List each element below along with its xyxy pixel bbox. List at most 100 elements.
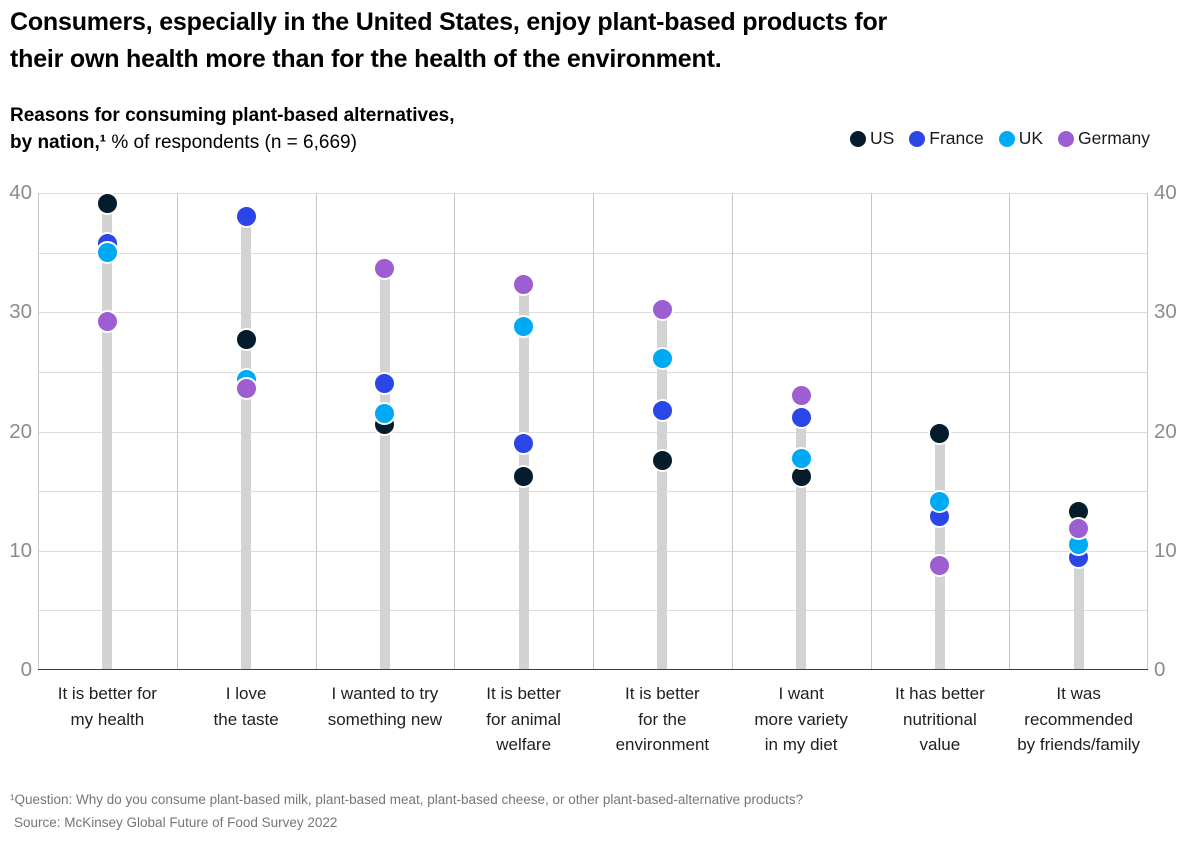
y-tick-tick-left-20: 20 xyxy=(9,419,32,443)
stem-3 xyxy=(379,267,390,669)
category-label-1: It is better for my health xyxy=(21,681,193,732)
y-tick-tick-right-0: 0 xyxy=(1154,658,1166,681)
gridline-x-8 xyxy=(1147,193,1148,670)
legend-dot-germany-icon xyxy=(1058,130,1075,147)
gridline-x-1 xyxy=(176,193,178,670)
category-label-line: recommended xyxy=(1024,709,1133,729)
category-label-line: I love xyxy=(225,684,267,703)
category-label-line: It is better xyxy=(625,684,700,703)
data-point-germany-2 xyxy=(234,377,258,401)
category-label-line: more variety xyxy=(754,709,848,729)
data-point-france-6 xyxy=(789,405,813,429)
gridline-x-4 xyxy=(593,193,594,670)
data-point-us-2 xyxy=(234,328,258,352)
chart-subtitle-units: % of respondents (n = 6,669) xyxy=(106,132,357,153)
category-label-7: It has better nutritional value xyxy=(854,681,1026,758)
legend-label-germany: Germany xyxy=(1078,128,1150,148)
legend-label-uk: UK xyxy=(1018,128,1044,148)
data-point-germany-3 xyxy=(373,256,397,280)
chart-subtitle-line1: Reasons for consuming plant-based altern… xyxy=(10,105,455,126)
stem-1 xyxy=(102,202,113,669)
data-point-uk-3 xyxy=(373,402,397,426)
category-label-line: welfare xyxy=(496,735,552,754)
gridline-x-5 xyxy=(731,193,733,670)
category-label-4: It is better for animal welfare xyxy=(438,681,610,758)
category-label-line: for animal xyxy=(486,709,561,729)
category-label-line: I want xyxy=(778,684,824,703)
chart-subtitle: Reasons for consuming plant-based altern… xyxy=(10,102,455,156)
gridline-x-0 xyxy=(38,193,39,670)
stem-6 xyxy=(796,394,807,669)
data-point-uk-5 xyxy=(650,347,674,371)
stem-2 xyxy=(241,215,252,669)
category-label-2: I love the taste xyxy=(160,681,332,732)
category-label-line: It is better xyxy=(486,684,561,703)
category-label-line: something new xyxy=(327,709,443,729)
y-tick-tick-left-40: 40 xyxy=(9,181,32,204)
legend-item-germany: Germany xyxy=(1058,128,1150,149)
x-axis-line xyxy=(38,668,1148,670)
y-tick-tick-left-10: 10 xyxy=(9,538,32,562)
category-label-line: by friends/family xyxy=(1017,735,1141,754)
data-point-france-2 xyxy=(234,205,258,229)
legend: US France UK Germany xyxy=(849,128,1150,149)
footnote-source: Source: McKinsey Global Future of Food S… xyxy=(14,814,338,830)
data-point-us-5 xyxy=(650,448,674,472)
chart-headline-line2: their own health more than for the healt… xyxy=(10,45,722,73)
gridline-x-3 xyxy=(454,193,456,670)
category-label-line: It was xyxy=(1056,684,1101,703)
stem-8 xyxy=(1073,510,1084,669)
stem-5 xyxy=(657,308,668,669)
data-point-germany-7 xyxy=(928,553,952,577)
category-label-6: I want more variety in my diet xyxy=(715,681,887,758)
data-point-uk-4 xyxy=(512,315,536,339)
legend-label-us: US xyxy=(869,128,895,148)
y-tick-tick-left-30: 30 xyxy=(9,300,32,324)
category-label-8: It was recommended by friends/family xyxy=(993,681,1165,758)
data-point-uk-1 xyxy=(95,241,119,265)
data-point-us-1 xyxy=(95,192,119,216)
data-point-us-4 xyxy=(512,465,536,489)
legend-item-france: France xyxy=(909,128,984,149)
category-label-line: value xyxy=(919,735,961,754)
category-label-line: It has better xyxy=(894,684,985,703)
data-point-us-7 xyxy=(928,422,952,446)
category-label-line: for the xyxy=(638,709,687,729)
gridline-x-2 xyxy=(315,193,317,670)
stem-7 xyxy=(934,432,945,669)
data-point-germany-1 xyxy=(95,310,119,334)
legend-item-uk: UK xyxy=(998,128,1044,149)
data-point-germany-6 xyxy=(789,384,813,408)
data-point-germany-8 xyxy=(1067,516,1091,540)
category-label-line: environment xyxy=(615,735,710,754)
chart-headline-line1: Consumers, especially in the United Stat… xyxy=(10,8,888,36)
legend-label-france: France xyxy=(929,128,984,148)
gridline-x-7 xyxy=(1009,193,1011,670)
category-label-line: I wanted to try xyxy=(331,684,439,703)
footnote-question: ¹Question: Why do you consume plant-base… xyxy=(10,792,804,807)
chart-subtitle-line2: by nation,¹ % of respondents (n = 6,669) xyxy=(10,129,455,156)
data-point-uk-6 xyxy=(789,447,813,471)
data-point-france-5 xyxy=(650,398,674,422)
data-point-germany-5 xyxy=(650,298,674,322)
legend-dot-uk-icon xyxy=(998,130,1015,147)
category-label-3: I wanted to try something new xyxy=(299,681,471,732)
y-tick-tick-right-20: 20 xyxy=(1154,419,1177,443)
category-label-5: It is better for the environment xyxy=(576,681,748,758)
category-label-line: in my diet xyxy=(764,735,838,754)
gridline-x-6 xyxy=(870,193,872,670)
category-label-line: my health xyxy=(70,709,145,729)
legend-dot-france-icon xyxy=(909,130,926,147)
y-tick-tick-right-30: 30 xyxy=(1154,300,1177,324)
footnote: ¹Question: Why do you consume plant-base… xyxy=(10,789,803,834)
dot-plot-chart: 40 40 30 30 20 20 10 10 0 0 It is better for my hea… xyxy=(9,182,1177,755)
data-point-france-3 xyxy=(373,372,397,396)
y-tick-tick-right-40: 40 xyxy=(1154,181,1177,204)
y-tick-tick-right-10: 10 xyxy=(1154,538,1177,562)
chart-headline: Consumers, especially in the United Stat… xyxy=(10,4,887,78)
legend-item-us: US xyxy=(849,128,895,149)
category-label-line: the taste xyxy=(213,709,279,729)
y-tick-tick-left-0: 0 xyxy=(20,658,32,681)
chart-subtitle-bold: by nation,¹ xyxy=(10,132,107,153)
